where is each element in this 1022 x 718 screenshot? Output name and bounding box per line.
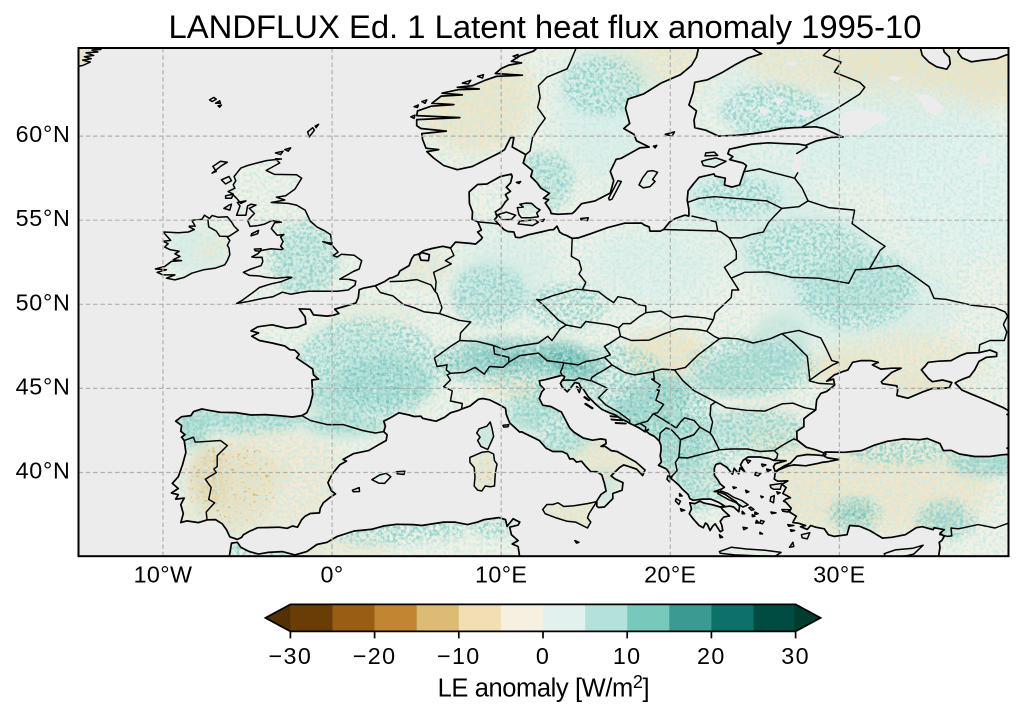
svg-text:40°N: 40°N bbox=[16, 458, 71, 484]
svg-text:55°N: 55°N bbox=[16, 205, 71, 231]
svg-text:20°E: 20°E bbox=[644, 562, 696, 588]
svg-text:0°: 0° bbox=[321, 562, 344, 588]
svg-text:LANDFLUX Ed. 1 Latent heat flu: LANDFLUX Ed. 1 Latent heat flux anomaly … bbox=[169, 8, 922, 45]
svg-text:−10: −10 bbox=[437, 643, 481, 669]
svg-text:30°E: 30°E bbox=[813, 562, 865, 588]
svg-text:10: 10 bbox=[613, 643, 642, 669]
svg-text:10°E: 10°E bbox=[475, 562, 527, 588]
svg-text:−20: −20 bbox=[353, 643, 397, 669]
svg-text:50°N: 50°N bbox=[16, 289, 71, 315]
svg-text:0: 0 bbox=[536, 643, 550, 669]
svg-text:10°W: 10°W bbox=[134, 562, 193, 588]
svg-text:20: 20 bbox=[697, 643, 726, 669]
svg-text:−30: −30 bbox=[269, 643, 313, 669]
svg-text:30: 30 bbox=[781, 643, 810, 669]
svg-text:60°N: 60°N bbox=[16, 121, 71, 147]
svg-text:LE anomaly [W/m2]: LE anomaly [W/m2] bbox=[438, 672, 650, 703]
svg-text:45°N: 45°N bbox=[16, 373, 71, 399]
